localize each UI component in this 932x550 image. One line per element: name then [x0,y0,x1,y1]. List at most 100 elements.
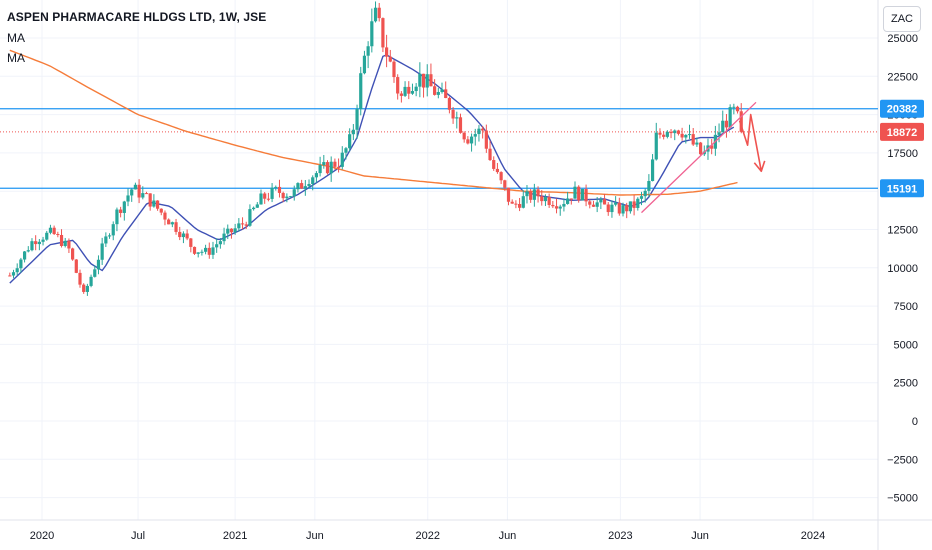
candle-down [399,93,403,96]
candle-down [78,272,82,285]
candle-down [281,192,285,199]
candle-down [514,203,518,205]
candle-down [510,201,514,204]
candle-down [529,191,533,200]
candle-up [133,184,138,190]
candle-up [252,207,256,210]
legend-ma-fast[interactable]: MA [7,31,25,45]
candle-up [639,196,644,199]
candle-up [85,285,89,292]
candle-up [15,268,19,273]
candle-down [385,47,389,57]
candle-up [628,201,633,212]
candle-up [721,120,725,133]
candle-down [52,227,56,235]
candle-down [588,201,592,205]
price-tick-label: 12500 [887,225,918,237]
legend-ma-slow[interactable]: MA [7,51,25,65]
candle-down [155,200,160,209]
candle-up [63,240,67,246]
candle-up [100,243,104,260]
candle-up [200,251,204,253]
candle-up [473,134,477,137]
candle-down [492,160,496,169]
candle-up [270,187,274,199]
candle-down [584,189,588,202]
candle-down [381,18,385,48]
moving-average-fast-line [9,54,735,284]
price-label: 15191 [880,179,924,198]
candle-up [237,223,241,229]
candle-up [89,276,93,286]
trend-line [641,101,757,214]
candle-down [451,109,455,119]
candle-down [484,130,488,149]
candle-down [59,235,64,246]
candle-down [447,98,452,110]
price-label-text: 15191 [887,183,918,195]
candle-up [96,259,101,270]
candle-up [274,186,278,188]
candle-down [488,148,492,161]
candle-up [610,204,614,213]
candle-up [196,252,200,254]
candle-up [93,269,97,277]
candle-down [392,61,396,78]
price-tick-label: 5000 [894,339,918,351]
candle-down [229,228,234,233]
candle-down [495,168,500,173]
candle-down [724,120,729,128]
time-tick-label: Jul [131,530,145,542]
currency-button[interactable]: ZAC [883,6,921,32]
price-label-box [880,99,924,118]
price-label-box [880,179,924,198]
candle-down [82,284,86,292]
candle-up [673,130,677,134]
candle-down [591,204,596,207]
candle-up [122,201,126,213]
candle-up [181,233,186,238]
candle-down [266,198,270,200]
candle-down [540,196,544,202]
candle-up [566,198,570,204]
grid [0,0,878,520]
candle-down [606,204,610,213]
candle-down [466,139,470,144]
candle-up [115,209,119,225]
time-tick-label: Jun [499,530,517,542]
candle-down [433,86,437,95]
candle-up [285,196,289,199]
candle-down [481,128,485,131]
candle-down [377,7,381,19]
candle-up [580,189,584,201]
candle-down [263,193,267,199]
candle-down [429,74,433,87]
candle-up [665,131,669,137]
candle-down [144,193,149,195]
candle-up [621,205,625,214]
candle-up [126,195,130,202]
candle-down [458,117,463,133]
candle-up [728,107,732,128]
candle-up [410,91,415,94]
candle-up [307,184,311,187]
candle-up [455,117,459,119]
candle-up [687,134,692,136]
candle-up [348,134,352,149]
candle-up [111,224,115,236]
candle-up [695,142,699,145]
candles [8,1,743,296]
candle-up [222,233,226,242]
candle-down [547,196,551,205]
candle-up [311,177,315,185]
candle-up [22,251,27,260]
candle-up [288,196,293,198]
candle-up [425,74,429,88]
candle-down [163,212,167,220]
candle-down [240,223,245,225]
candle-up [303,186,307,189]
candle-up [329,161,333,174]
candle-up [543,196,548,202]
projection-arrow-path [738,113,763,172]
